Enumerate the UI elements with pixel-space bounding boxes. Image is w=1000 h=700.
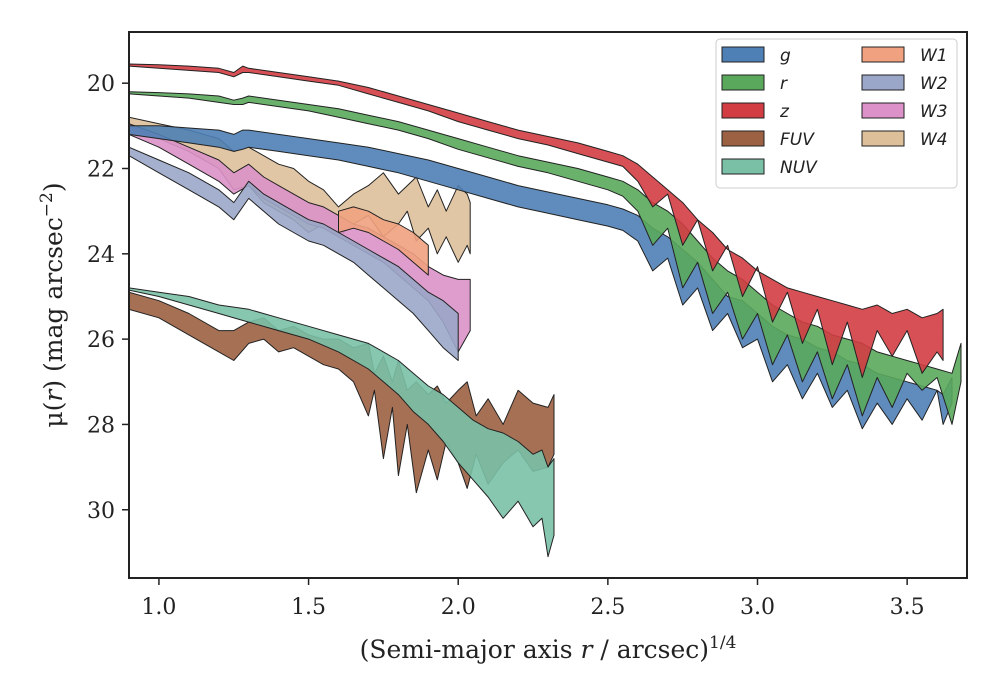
legend: grz FUV NUV W1 W2 W3 W4 <box>715 38 958 189</box>
y-tick-label: 20 <box>87 72 115 97</box>
y-tick-label: 24 <box>87 243 115 268</box>
y-axis-label-var: r <box>39 388 68 402</box>
x-axis-label-pre: (Semi-major axis <box>360 635 581 664</box>
y-axis-label-mid: ) (mag arcsec <box>39 217 68 390</box>
x-tick-label: 1.0 <box>141 595 176 620</box>
legend-label-r: r <box>780 74 788 94</box>
x-tick-label: 3.5 <box>890 595 925 620</box>
legend-label-w2: W2 <box>920 74 948 94</box>
y-tick-label: 26 <box>87 328 115 353</box>
y-axis-label: μ(r) (mag arcsec−2) <box>37 182 68 427</box>
y-tick-label: 28 <box>87 413 115 438</box>
band-w1 <box>338 206 429 276</box>
legend-swatch-nuv <box>721 158 765 175</box>
legend-label-w3: W3 <box>920 102 948 122</box>
y-axis-label-post: ) <box>39 182 68 192</box>
y-tick-label: 30 <box>87 499 115 524</box>
legend-swatch-r <box>721 74 765 91</box>
legend-swatch-w4 <box>861 130 905 147</box>
band-r <box>129 91 962 425</box>
legend-label-w1: W1 <box>920 46 948 66</box>
x-axis-label-sup: 1/4 <box>709 633 736 653</box>
x-tick-label: 2.5 <box>590 595 625 620</box>
y-axis-label-pre: μ( <box>39 402 68 428</box>
legend-swatch-fuv <box>721 130 765 147</box>
bands-layer <box>129 63 962 558</box>
legend-label-z: z <box>779 102 790 122</box>
legend-swatch-z <box>721 102 765 119</box>
legend-label-g: g <box>780 46 791 66</box>
x-axis-label-var: r <box>581 635 595 664</box>
x-tick-label: 2.0 <box>441 595 476 620</box>
legend-swatch-w3 <box>861 102 905 119</box>
legend-swatch-w2 <box>861 74 905 91</box>
legend-label-nuv: NUV <box>780 158 818 178</box>
legend-label-fuv: FUV <box>780 130 815 150</box>
x-tick-label: 3.0 <box>740 595 775 620</box>
band-nuv <box>129 287 555 558</box>
y-axis-label-sup: −2 <box>37 192 57 217</box>
legend-label-w4: W4 <box>920 130 948 150</box>
legend-swatch-w1 <box>861 46 905 63</box>
band-w2 <box>129 146 459 361</box>
x-axis-label: (Semi-major axis r / arcsec)1/4 <box>360 633 737 664</box>
y-axis-ticks: 20 22 24 26 28 30 <box>87 72 129 524</box>
y-tick-label: 22 <box>87 158 115 183</box>
band-z <box>129 63 944 378</box>
plot-frame <box>128 31 968 579</box>
x-axis-ticks: 1.0 1.5 2.0 2.5 3.0 3.5 <box>141 578 925 620</box>
legend-swatch-g <box>721 46 765 63</box>
x-axis-label-mid: / arcsec) <box>592 635 709 664</box>
x-tick-label: 1.5 <box>291 595 326 620</box>
